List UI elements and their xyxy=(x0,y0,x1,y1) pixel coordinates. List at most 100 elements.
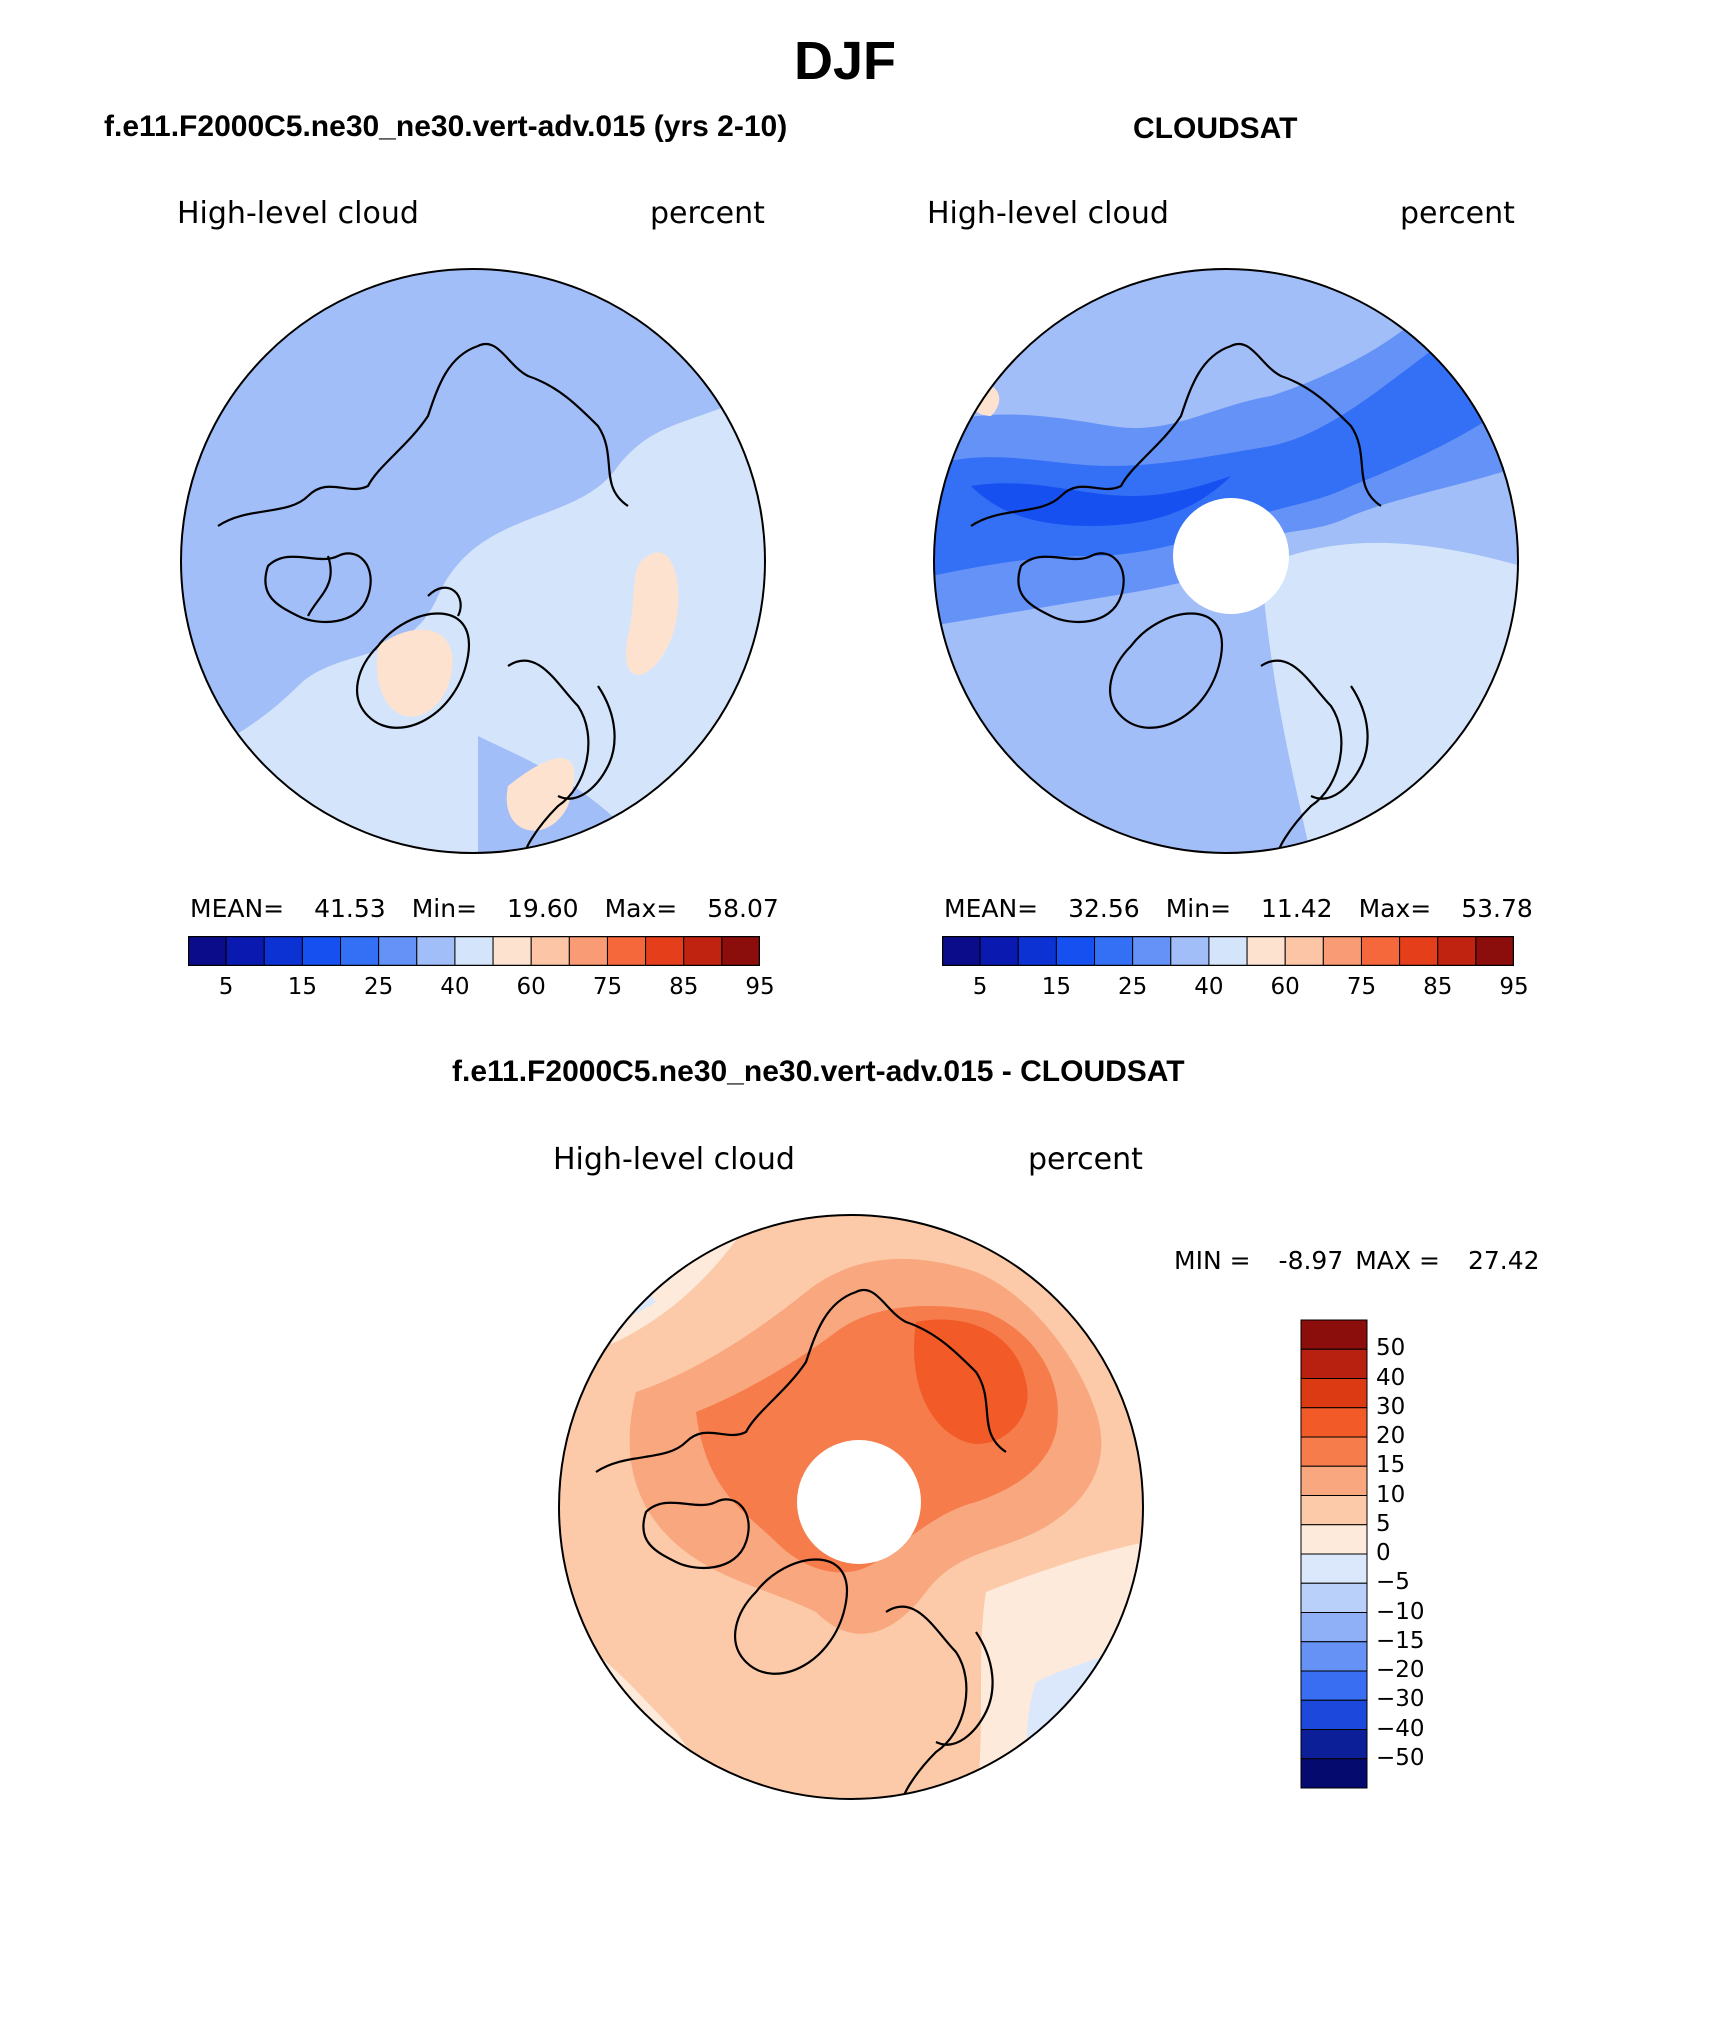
model-min-label: Min= xyxy=(411,894,478,923)
diff-colorbar-swatch xyxy=(1300,1407,1368,1438)
model-panel-header: f.e11.F2000C5.ne30_ne30.vert-adv.015 (yr… xyxy=(104,110,788,143)
obs-colorbar-swatch xyxy=(1170,936,1210,966)
diff-colorbar-swatch xyxy=(1300,1758,1368,1789)
obs-colorbar-tick: 15 xyxy=(1041,974,1072,1000)
diff-colorbar-swatch xyxy=(1300,1436,1368,1467)
diff-map-border xyxy=(558,1214,1144,1800)
model-min-value: 19.60 xyxy=(507,894,579,923)
obs-colorbar-tick: 40 xyxy=(1194,974,1224,1000)
obs-colorbar-swatch xyxy=(1208,936,1248,966)
obs-colorbar-swatch xyxy=(1360,936,1401,966)
model-contour-60-75-greenland xyxy=(376,629,453,717)
diff-colorbar-swatch xyxy=(1300,1641,1368,1672)
model-colorbar-swatch xyxy=(568,936,608,966)
obs-colorbar-ticks: 5 15 25 40 60 75 85 95 xyxy=(942,974,1529,1004)
obs-variable-label: High-level cloud xyxy=(927,196,1169,231)
obs-min-value: 11.42 xyxy=(1261,894,1333,923)
model-polar-map xyxy=(180,268,766,854)
diff-colorbar-label: −20 xyxy=(1376,1657,1425,1683)
diff-panel-header: f.e11.F2000C5.ne30_ne30.vert-adv.015 - C… xyxy=(452,1055,1185,1088)
model-colorbar-swatch xyxy=(416,936,456,966)
model-colorbar-swatch xyxy=(263,936,303,966)
obs-colorbar-swatch xyxy=(1475,936,1514,966)
diff-colorbar-label: −40 xyxy=(1376,1715,1425,1742)
obs-polar-map xyxy=(933,268,1519,854)
obs-stats: MEAN= 32.56 Min= 11.42 Max= 53.78 xyxy=(944,894,1533,923)
diff-max-label: MAX = xyxy=(1355,1246,1440,1275)
obs-mean-label: MEAN= xyxy=(944,894,1039,923)
diff-polar-map xyxy=(558,1214,1144,1800)
model-colorbar-swatch xyxy=(454,936,494,966)
model-colorbar-swatch xyxy=(378,936,418,966)
model-colorbar-tick: 25 xyxy=(364,974,394,1000)
obs-max-value: 53.78 xyxy=(1461,894,1533,923)
diff-contour-neg15-neg10 xyxy=(576,1272,628,1322)
diff-min-value: -8.97 xyxy=(1278,1246,1344,1275)
obs-colorbar-tick: 85 xyxy=(1423,974,1453,1000)
model-colorbar-tick: 60 xyxy=(516,974,546,1000)
diff-max-value: 27.42 xyxy=(1467,1246,1540,1275)
model-variable-label: High-level cloud xyxy=(177,196,419,231)
diff-colorbar-swatch xyxy=(1300,1582,1368,1613)
obs-colorbar-swatch xyxy=(942,936,981,966)
diff-stats: MIN = -8.97 MAX = 27.42 xyxy=(1174,1246,1540,1275)
diff-colorbar-swatch xyxy=(1300,1553,1368,1584)
obs-colorbar-swatch xyxy=(1437,936,1477,966)
obs-units-label: percent xyxy=(1400,196,1515,231)
diff-colorbar-label: −30 xyxy=(1376,1686,1425,1713)
model-colorbar-tick: 95 xyxy=(745,974,775,1000)
model-colorbar-swatch xyxy=(188,936,227,966)
obs-colorbar-swatch xyxy=(979,936,1019,966)
obs-map-border xyxy=(933,268,1519,854)
model-max-label: Max= xyxy=(604,894,678,923)
model-colorbar-swatch xyxy=(301,936,342,966)
model-mean-label: MEAN= xyxy=(190,894,285,923)
model-colorbar-tick: 85 xyxy=(669,974,699,1000)
diff-units-label: percent xyxy=(1028,1142,1143,1177)
diff-colorbar-label: −10 xyxy=(1376,1598,1425,1625)
model-colorbar-ticks: 5 15 25 40 60 75 85 95 xyxy=(188,974,775,1004)
diff-colorbar-label: 30 xyxy=(1376,1393,1406,1420)
diff-colorbar xyxy=(1300,1319,1368,1789)
obs-colorbar-swatch xyxy=(1132,936,1172,966)
diff-colorbar-swatch xyxy=(1300,1378,1368,1409)
model-units-label: percent xyxy=(650,196,765,231)
obs-min-label: Min= xyxy=(1165,894,1232,923)
diff-colorbar-swatch xyxy=(1300,1319,1368,1350)
diff-colorbar-label: 20 xyxy=(1376,1423,1406,1449)
diff-variable-label: High-level cloud xyxy=(553,1142,795,1177)
model-colorbar-tick: 15 xyxy=(287,974,318,1000)
diff-colorbar-label: 15 xyxy=(1376,1452,1406,1479)
diff-colorbar-swatch xyxy=(1300,1699,1368,1730)
model-colorbar xyxy=(188,936,760,966)
diff-colorbar-swatch xyxy=(1300,1465,1368,1496)
diff-colorbar-label: 0 xyxy=(1376,1540,1391,1566)
diff-colorbar-swatch xyxy=(1300,1495,1368,1526)
model-mean-value: 41.53 xyxy=(314,894,386,923)
model-colorbar-outline xyxy=(188,936,760,966)
obs-colorbar-swatch xyxy=(1017,936,1057,966)
diff-colorbar-label: 50 xyxy=(1376,1335,1406,1362)
model-coastline xyxy=(217,342,629,853)
model-map-border xyxy=(180,268,766,854)
obs-colorbar-tick: 5 xyxy=(972,974,988,1000)
model-colorbar-swatch xyxy=(225,936,265,966)
model-contour-60-75-siberia xyxy=(626,552,679,675)
obs-colorbar-swatch xyxy=(1055,936,1096,966)
obs-max-label: Max= xyxy=(1358,894,1432,923)
diff-colorbar-label: −50 xyxy=(1376,1744,1425,1771)
obs-contour-lt5 xyxy=(971,476,1231,526)
diff-colorbar-label: 40 xyxy=(1376,1364,1406,1391)
obs-colorbar-tick: 25 xyxy=(1118,974,1148,1000)
model-colorbar-swatch xyxy=(645,936,685,966)
obs-colorbar-outline xyxy=(942,936,1514,966)
diff-colorbar-label: −15 xyxy=(1376,1627,1425,1654)
obs-colorbar-swatch xyxy=(1399,936,1439,966)
model-contour-25-40 xyxy=(181,269,765,766)
model-colorbar-tick: 75 xyxy=(592,974,623,1000)
diff-colorbar-label: 5 xyxy=(1376,1510,1391,1537)
obs-colorbar-tick: 60 xyxy=(1270,974,1300,1000)
obs-panel-header: CLOUDSAT xyxy=(1133,112,1298,145)
model-max-value: 58.07 xyxy=(707,894,779,923)
diff-colorbar-swatch xyxy=(1300,1729,1368,1760)
